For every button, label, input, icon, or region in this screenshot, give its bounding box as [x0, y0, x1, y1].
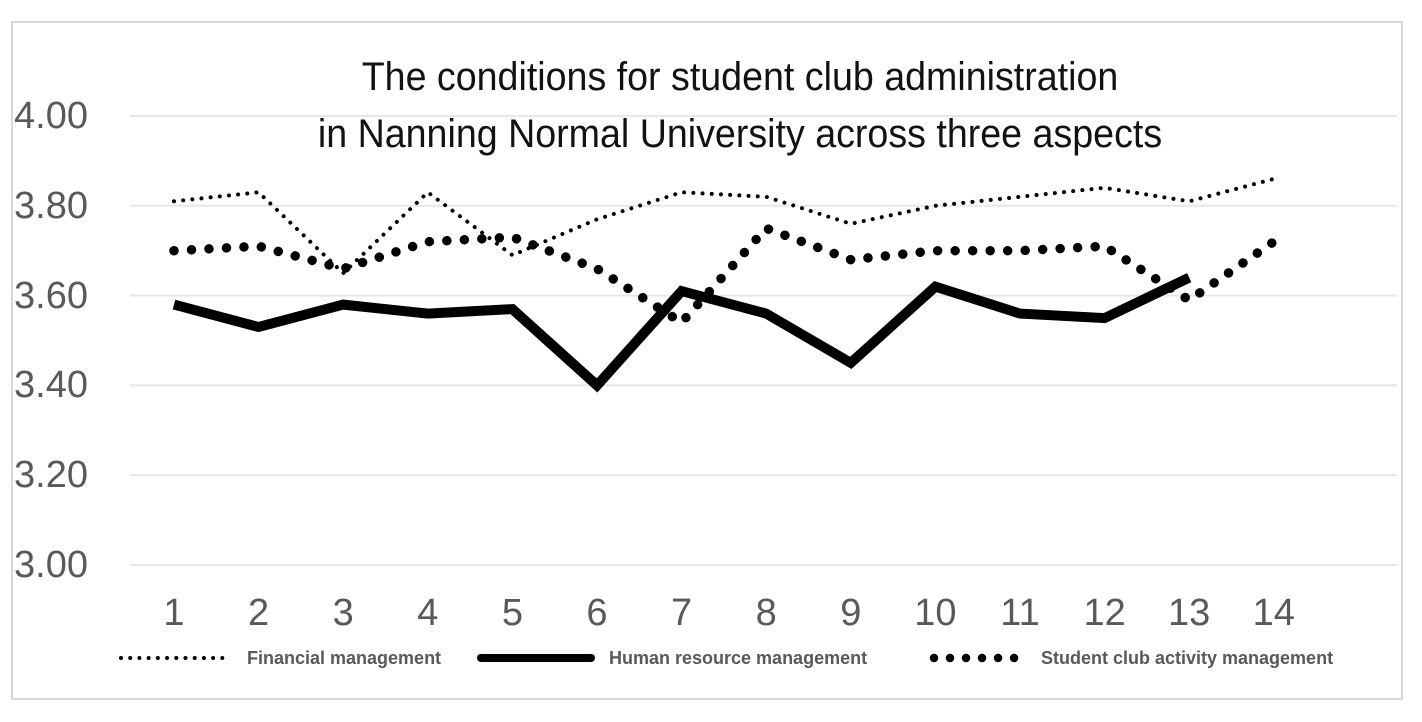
x-axis-tick-label: 13 — [1168, 592, 1211, 634]
legend-item-human-resource-management: Human resource management — [476, 643, 867, 673]
x-axis-tick-label: 4 — [417, 592, 439, 634]
y-axis-tick-label: 3.80 — [14, 184, 88, 227]
x-axis-tick-label: 10 — [914, 592, 957, 634]
x-axis-tick-label: 3 — [332, 592, 354, 634]
x-axis-tick-label: 6 — [586, 592, 608, 634]
chart-title-line1: The conditions for student club administ… — [361, 55, 1119, 99]
bold-dotted-line-swatch-icon — [929, 653, 1028, 663]
solid-line-swatch-icon — [477, 654, 595, 662]
legend-item-financial-management: Financial management — [118, 643, 441, 673]
y-axis-tick-label: 3.60 — [14, 274, 88, 317]
chart-title-line2: in Nanning Normal University across thre… — [317, 112, 1163, 156]
x-axis-tick-label: 7 — [671, 592, 693, 634]
fine-dotted-line-swatch-icon — [119, 656, 233, 660]
legend-label-student-club-activity-management: Student club activity management — [1041, 647, 1334, 668]
series-line-financial-management — [172, 176, 1276, 276]
x-axis-tick-label: 11 — [1000, 592, 1040, 634]
legend-item-student-club-activity-management: Student club activity management — [928, 643, 1333, 673]
y-axis-tick-label: 4.00 — [14, 95, 88, 137]
y-axis-tick-label: 3.20 — [14, 454, 88, 497]
series-line-human-resource-management — [172, 273, 1192, 393]
x-axis-tick-label: 1 — [163, 592, 185, 634]
x-axis-tick-label: 12 — [1083, 592, 1126, 634]
x-axis-tick-label: 8 — [755, 592, 777, 634]
chart-frame — [11, 21, 1403, 700]
x-axis-tick-label: 9 — [840, 592, 862, 634]
x-axis-tick-label: 2 — [248, 592, 270, 634]
y-axis-tick-label: 3.00 — [14, 544, 88, 586]
legend-label-financial-management: Financial management — [247, 647, 442, 668]
x-axis-tick-label: 5 — [501, 592, 523, 634]
series-line-student-club-activity-management — [169, 222, 1279, 329]
legend-label-human-resource-management: Human resource management — [609, 647, 868, 668]
x-axis-tick-label: 14 — [1252, 592, 1295, 634]
y-axis-tick-label: 3.40 — [14, 364, 88, 407]
